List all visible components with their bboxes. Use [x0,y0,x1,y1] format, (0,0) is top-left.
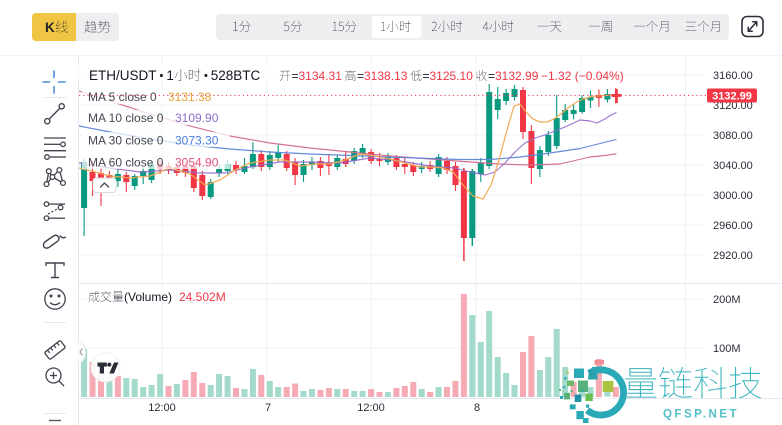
svg-text:=: = [488,69,495,83]
svg-text:3040.00: 3040.00 [713,160,753,172]
svg-text:QFSP.NET: QFSP.NET [663,409,739,421]
svg-text:528BTC: 528BTC [211,68,261,83]
svg-text:3125.10: 3125.10 [430,69,474,83]
svg-text:=: = [423,69,430,83]
svg-text:3080.00: 3080.00 [713,130,753,142]
svg-text:2960.00: 2960.00 [713,220,753,232]
svg-text:MA 5 close 0: MA 5 close 0 [88,90,157,104]
svg-text:3134.31: 3134.31 [299,69,343,83]
svg-text:MA 60 close 0: MA 60 close 0 [88,156,164,170]
svg-text:3109.90: 3109.90 [175,111,219,125]
svg-text:7: 7 [265,402,271,414]
svg-text:=: = [292,69,299,83]
svg-text:12:00: 12:00 [357,402,385,414]
svg-text:12:00: 12:00 [148,402,176,414]
svg-text:3132.99: 3132.99 [712,91,752,103]
svg-text:3132.99: 3132.99 [495,69,539,83]
svg-text:3054.90: 3054.90 [175,156,219,170]
svg-text:K: K [45,20,55,35]
svg-text:3131.38: 3131.38 [168,90,212,104]
svg-text:3160.00: 3160.00 [713,70,753,82]
svg-text:2920.00: 2920.00 [713,250,753,262]
svg-text:=: = [357,69,364,83]
svg-text:100M: 100M [713,343,741,355]
svg-text:−1.32 (−0.04%): −1.32 (−0.04%) [541,69,624,83]
svg-text:3073.30: 3073.30 [175,133,219,147]
svg-text:200M: 200M [713,294,741,306]
svg-text:3138.13: 3138.13 [364,69,408,83]
svg-text:3000.00: 3000.00 [713,190,753,202]
svg-text:1: 1 [166,68,174,83]
svg-text:(Volume): (Volume) [124,290,172,304]
svg-text:3120.00: 3120.00 [713,100,753,112]
svg-text:MA 10 close 0: MA 10 close 0 [88,111,164,125]
svg-text:24.502M: 24.502M [179,290,226,304]
svg-text:8: 8 [474,402,480,414]
svg-text:MA 30 close 0: MA 30 close 0 [88,133,164,147]
svg-text:ETH/USDT: ETH/USDT [89,68,157,83]
